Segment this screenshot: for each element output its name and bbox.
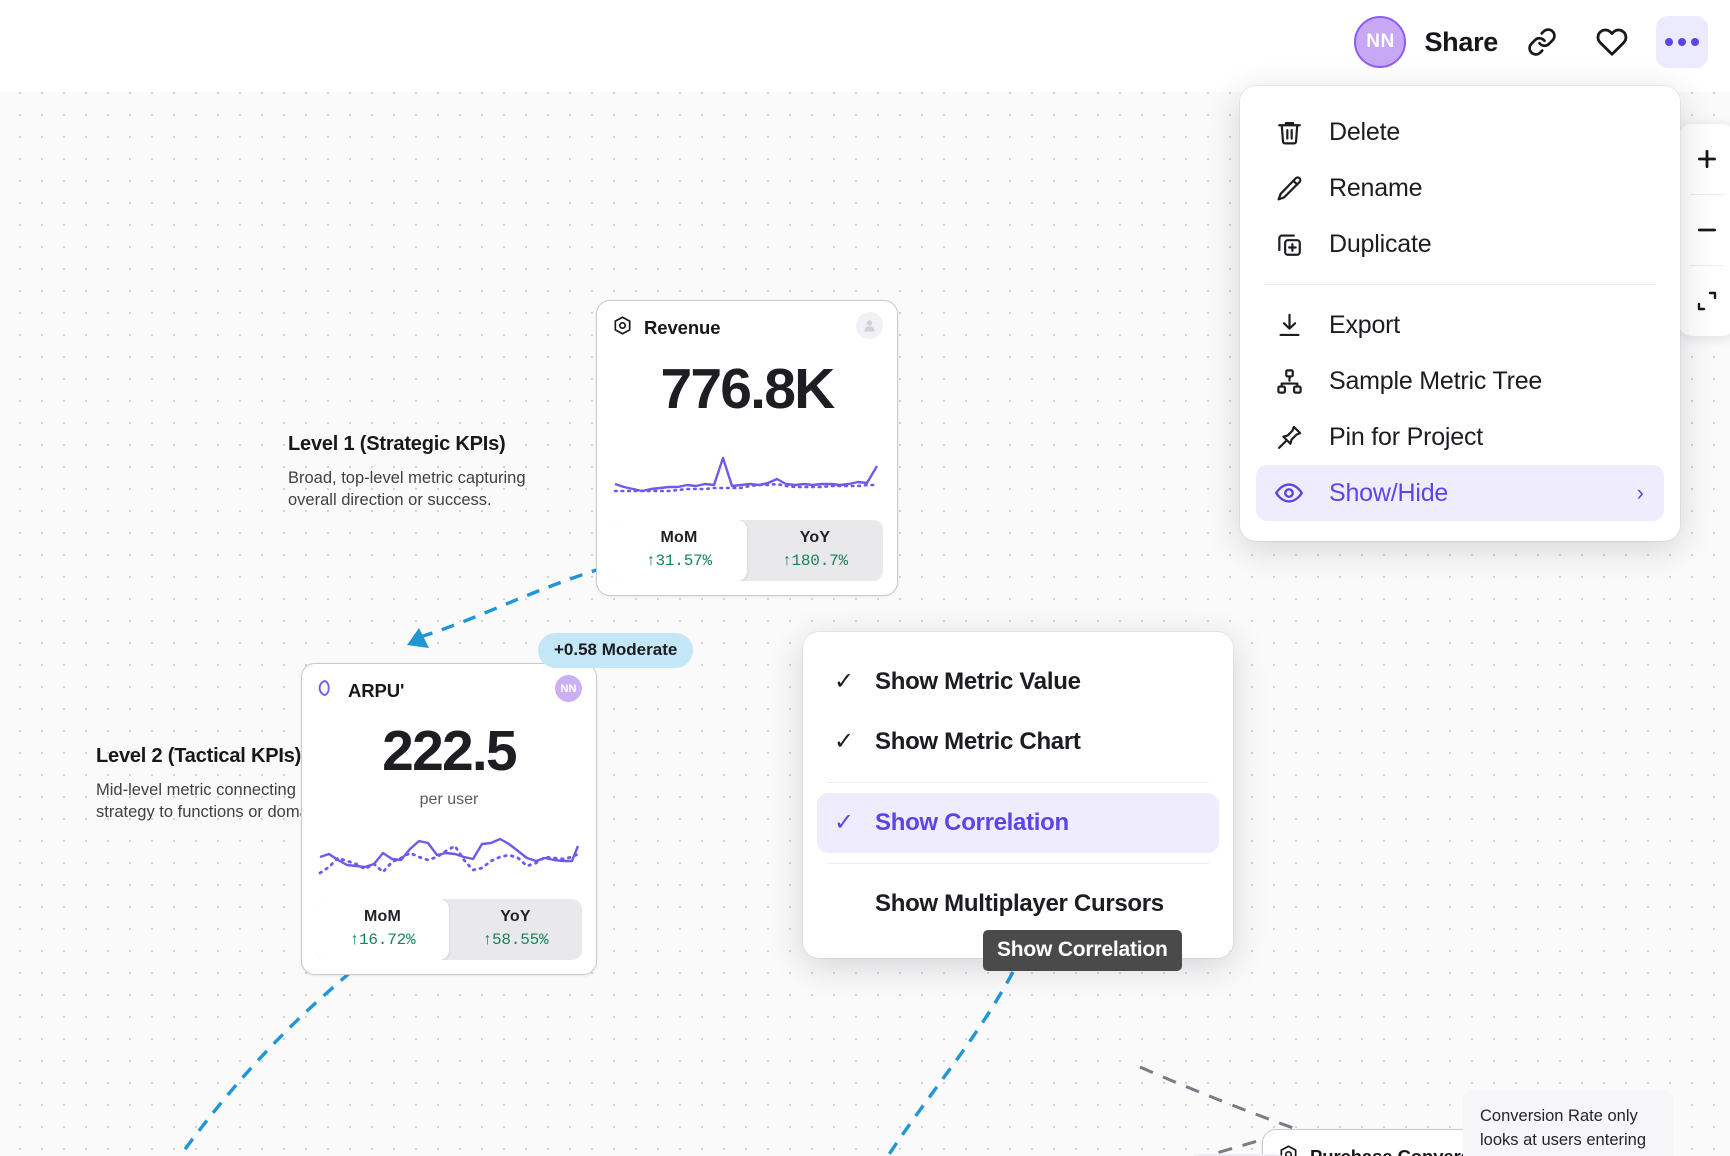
menu-item-delete[interactable]: Delete <box>1256 104 1664 160</box>
submenu-item-label: Show Multiplayer Cursors <box>875 890 1164 917</box>
menu-item-label: Export <box>1329 310 1401 339</box>
avatar[interactable] <box>856 312 883 339</box>
menu-item-pin-for-project[interactable]: Pin for Project <box>1256 409 1664 465</box>
level-1-title: Level 1 (Strategic KPIs) <box>288 433 506 455</box>
divider <box>1690 265 1724 266</box>
yoy-label: YoY <box>799 529 831 546</box>
menu-item-duplicate[interactable]: Duplicate <box>1256 216 1664 272</box>
menu-item-label: Sample Metric Tree <box>1329 366 1543 395</box>
mom-yoy-toggle[interactable]: MoM ↑16.72% YoY ↑58.55% <box>316 899 582 960</box>
mom-tab[interactable]: MoM ↑16.72% <box>316 899 449 960</box>
submenu-item-label: Show Correlation <box>875 809 1069 836</box>
more-dots <box>1665 38 1699 46</box>
mom-label: MoM <box>363 908 402 925</box>
metric-card-arpu[interactable]: ARPU' NN 222.5 per user MoM ↑16.72% YoY … <box>301 663 597 975</box>
level-1-annotation: Level 1 (Strategic KPIs) Broad, top-leve… <box>288 433 533 512</box>
divider <box>827 863 1209 864</box>
submenu-item-label: Show Metric Value <box>875 668 1081 695</box>
menu-item-label: Duplicate <box>1329 229 1432 258</box>
card-title: ARPU' <box>348 679 405 701</box>
metric-card-revenue[interactable]: Revenue 776.8K MoM ↑31.57% YoY <box>596 300 898 596</box>
pencil-icon <box>1274 173 1304 203</box>
menu-item-label: Pin for Project <box>1329 422 1484 451</box>
menu-item-export[interactable]: Export <box>1256 297 1664 353</box>
card-title: Revenue <box>644 317 721 338</box>
more-horizontal-icon[interactable] <box>1656 16 1708 68</box>
card-title: Purchase Conversion R <box>1310 1146 1517 1156</box>
yoy-value: ↑58.55% <box>482 931 549 949</box>
menu-item-sample-metric-tree[interactable]: Sample Metric Tree <box>1256 353 1664 409</box>
zoom-out-button[interactable] <box>1678 195 1730 265</box>
top-bar: NN Share <box>0 0 1730 92</box>
tree-icon <box>1274 366 1304 396</box>
note-card[interactable]: Conversion Rate only looks at users ente… <box>1463 1091 1673 1156</box>
check-icon: ✓ <box>833 728 855 755</box>
menu-item-rename[interactable]: Rename <box>1256 160 1664 216</box>
show-hide-submenu[interactable]: ✓ Show Metric Value ✓ Show Metric Chart … <box>803 632 1233 958</box>
mom-value: ↑16.72% <box>349 931 416 949</box>
heart-icon[interactable] <box>1586 16 1638 68</box>
check-icon-placeholder: ✓ <box>831 892 857 916</box>
trash-icon <box>1274 117 1304 147</box>
link-icon[interactable] <box>1516 16 1568 68</box>
avatar[interactable]: NN <box>1354 16 1407 68</box>
submenu-item-show-metric-value[interactable]: ✓ Show Metric Value <box>817 652 1219 712</box>
divider <box>1690 194 1724 195</box>
hexagon-target-icon <box>612 315 633 341</box>
tooltip-text: Show Correlation <box>997 938 1168 961</box>
hexagon-target-icon <box>1278 1144 1299 1156</box>
duplicate-icon <box>1274 229 1304 259</box>
mom-tab[interactable]: MoM ↑31.57% <box>611 520 747 581</box>
submenu-item-label: Show Metric Chart <box>875 728 1081 755</box>
chevron-right-icon: › <box>1636 480 1644 505</box>
eye-icon <box>1274 478 1304 508</box>
menu-item-label: Rename <box>1329 173 1423 202</box>
download-icon <box>1274 310 1304 340</box>
sparkline-chart <box>318 837 580 875</box>
fit-screen-icon[interactable] <box>1678 266 1730 336</box>
pin-icon <box>1274 422 1304 452</box>
yoy-value: ↑180.7% <box>782 552 848 570</box>
yoy-tab[interactable]: YoY ↑58.55% <box>449 899 582 960</box>
check-icon: ✓ <box>833 668 855 695</box>
metric-value: 776.8K <box>660 357 835 421</box>
check-icon: ✓ <box>833 809 855 836</box>
correlation-badge[interactable]: Unknown <box>1183 1154 1292 1156</box>
divider <box>1264 284 1656 285</box>
mom-label: MoM <box>660 529 698 546</box>
level-2-title: Level 2 (Tactical KPIs) <box>96 745 302 767</box>
share-button[interactable]: Share <box>1424 26 1498 57</box>
zoom-in-button[interactable] <box>1678 124 1730 194</box>
metric-value: 222.5 <box>382 719 517 783</box>
menu-item-label: Delete <box>1329 117 1401 146</box>
correlation-badge[interactable]: +0.58 Moderate <box>538 633 694 668</box>
context-menu[interactable]: Delete Rename Duplicate <box>1240 86 1680 541</box>
avatar[interactable]: NN <box>555 675 582 702</box>
moon-icon <box>317 678 337 703</box>
sparkline-chart <box>613 456 879 493</box>
yoy-label: YoY <box>500 908 531 925</box>
mom-yoy-toggle[interactable]: MoM ↑31.57% YoY ↑180.7% <box>611 520 883 581</box>
submenu-item-show-correlation[interactable]: ✓ Show Correlation <box>817 793 1219 853</box>
yoy-tab[interactable]: YoY ↑180.7% <box>747 520 883 581</box>
metric-unit: per user <box>419 791 479 808</box>
level-2-annotation: Level 2 (Tactical KPIs) Mid-level metric… <box>96 745 341 824</box>
top-bar-actions: NN Share <box>1354 16 1708 68</box>
divider <box>827 782 1209 783</box>
card-header: Revenue <box>597 301 897 341</box>
submenu-item-show-multiplayer-cursors[interactable]: ✓ Show Multiplayer Cursors <box>817 874 1219 934</box>
note-text: Conversion Rate only looks at users ente… <box>1480 1107 1647 1156</box>
level-1-description: Broad, top-level metric capturing overal… <box>288 469 526 510</box>
menu-item-show-hide[interactable]: Show/Hide › <box>1256 465 1664 521</box>
tooltip: Show Correlation <box>983 930 1182 971</box>
submenu-item-show-metric-chart[interactable]: ✓ Show Metric Chart <box>817 712 1219 772</box>
menu-item-label: Show/Hide <box>1329 478 1449 507</box>
card-header: ARPU' NN <box>302 664 596 703</box>
zoom-toolbar[interactable] <box>1678 124 1730 336</box>
level-2-description: Mid-level metric connecting strategy to … <box>96 781 335 822</box>
mom-value: ↑31.57% <box>646 552 712 570</box>
